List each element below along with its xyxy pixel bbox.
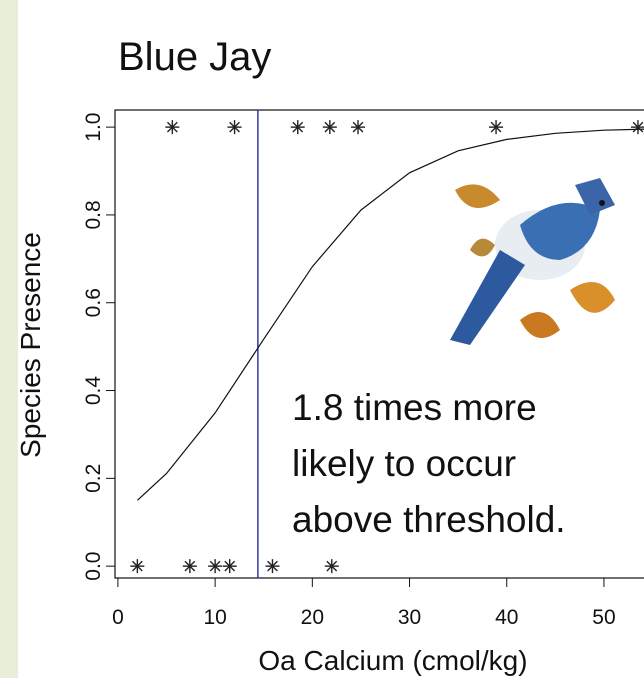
- bird-illustration: [450, 178, 615, 345]
- point: [165, 120, 179, 134]
- y-tick-label: 0.8: [82, 200, 105, 229]
- annotation-line: 1.8 times more: [292, 387, 537, 428]
- point: [265, 559, 279, 573]
- annotation-line: above threshold.: [292, 499, 566, 540]
- point: [183, 559, 197, 573]
- annotation-line: likely to occur: [292, 443, 516, 484]
- y-tick-label: 0.0: [82, 552, 105, 581]
- x-tick-label: 0: [112, 606, 124, 629]
- y-axis-label: Species Presence: [15, 232, 46, 458]
- point: [631, 120, 644, 134]
- y-tick-label: 0.2: [82, 464, 105, 493]
- y-tick-label: 0.6: [82, 288, 105, 317]
- x-tick-label: 10: [203, 606, 226, 629]
- point: [208, 559, 222, 573]
- point: [223, 559, 237, 573]
- point: [291, 120, 305, 134]
- x-tick-label: 50: [592, 606, 615, 629]
- point: [489, 120, 503, 134]
- point: [228, 120, 242, 134]
- point: [351, 120, 365, 134]
- point: [325, 559, 339, 573]
- x-tick-label: 30: [398, 606, 421, 629]
- x-tick-label: 40: [495, 606, 518, 629]
- x-tick-label: 20: [301, 606, 324, 629]
- point: [323, 120, 337, 134]
- y-tick-label: 1.0: [82, 113, 105, 142]
- chart-title: Blue Jay: [118, 35, 271, 79]
- page: {"chart_data": {"type": "scatter", "titl…: [0, 0, 644, 678]
- chart: Blue Jay Species Presence Oa Calcium (cm…: [0, 0, 644, 678]
- point: [130, 559, 144, 573]
- x-axis-label: Oa Calcium (cmol/kg): [258, 645, 527, 676]
- y-tick-label: 0.4: [82, 376, 105, 406]
